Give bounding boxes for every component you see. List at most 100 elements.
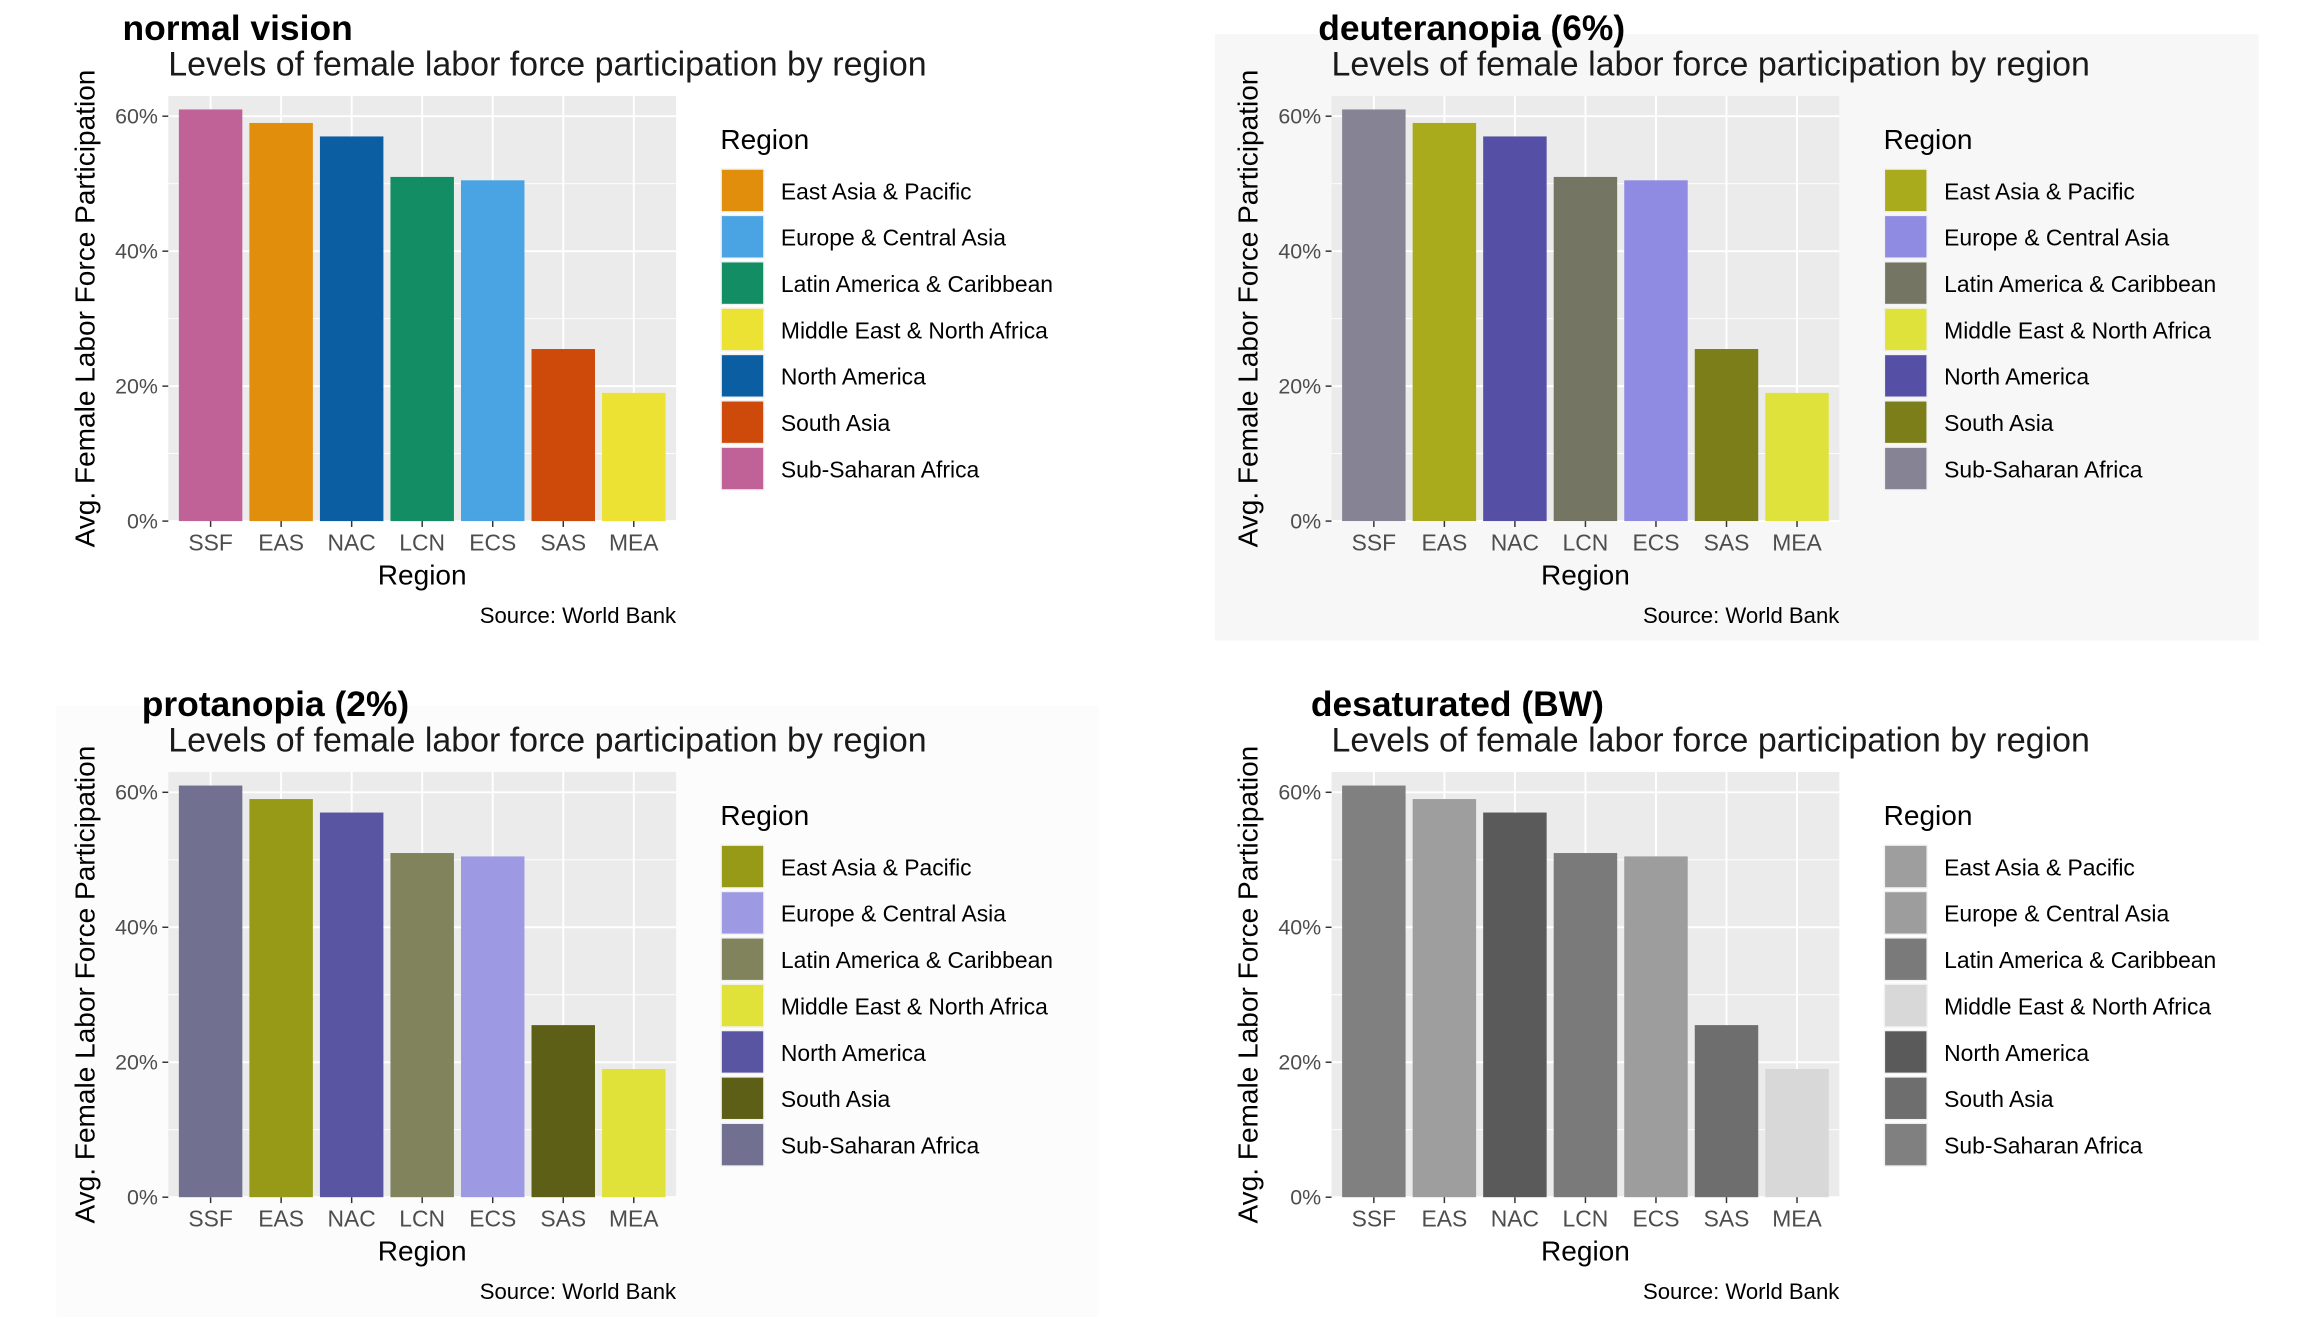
bar-sas: [1694, 1025, 1759, 1198]
bar-lcn: [390, 176, 454, 522]
x-tick-label: MEA: [1772, 1206, 1822, 1232]
bar-mea: [1765, 392, 1829, 522]
legend-label: Europe & Central Asia: [781, 901, 1006, 927]
bar-eas: [1412, 122, 1477, 522]
y-axis-title: Avg. Female Labor Force Participation: [69, 70, 100, 548]
legend-swatch: [1885, 447, 1927, 490]
legend-label: Sub-Saharan Africa: [1944, 1133, 2143, 1159]
chart-title: Levels of female labor force participati…: [168, 721, 926, 759]
x-tick-label: SSF: [188, 1206, 233, 1232]
x-tick-label: ECS: [1632, 530, 1679, 556]
bar-ecs: [460, 180, 525, 522]
y-tick-label: 40%: [1278, 916, 1321, 940]
caption: Source: World Bank: [1643, 603, 1840, 628]
x-tick-label: LCN: [399, 530, 445, 556]
y-tick-label: 0%: [127, 509, 158, 533]
legend-swatch: [721, 447, 764, 490]
x-tick-label: SSF: [188, 530, 233, 556]
legend-swatch: [1885, 984, 1927, 1027]
legend-swatch: [1885, 1031, 1927, 1073]
legend-swatch: [721, 262, 764, 304]
legend-label: Sub-Saharan Africa: [781, 1133, 980, 1159]
chart-title: Levels of female labor force participati…: [1332, 721, 2090, 759]
legend-label: Middle East & North Africa: [781, 993, 1048, 1019]
y-tick-label: 60%: [115, 105, 158, 129]
y-axis-title: Avg. Female Labor Force Participation: [69, 746, 100, 1224]
chart-panel: protanopia (2%)Levels of female labor fo…: [56, 684, 1099, 1317]
legend-label: East Asia & Pacific: [781, 854, 972, 880]
legend-label: East Asia & Pacific: [1944, 854, 2135, 880]
x-tick-label: SAS: [1704, 1206, 1750, 1232]
bar-ssf: [178, 109, 243, 522]
bar-ecs: [1624, 856, 1688, 1198]
bar-ssf: [178, 785, 243, 1198]
bar-lcn: [390, 853, 454, 1198]
x-tick-label: NAC: [328, 530, 376, 556]
legend-label: South Asia: [781, 410, 891, 436]
bar-nac: [1483, 136, 1547, 522]
bar-sas: [531, 349, 595, 522]
legend-swatch: [1885, 216, 1927, 258]
bar-nac: [1483, 812, 1547, 1198]
legend-swatch: [1885, 355, 1927, 397]
bar-sas: [1694, 349, 1759, 522]
legend-swatch: [1885, 845, 1927, 888]
legend-label: South Asia: [781, 1086, 891, 1112]
legend-swatch: [721, 984, 764, 1027]
bar-ssf: [1342, 109, 1406, 522]
x-tick-label: NAC: [328, 1206, 376, 1232]
legend-swatch: [1885, 401, 1927, 443]
y-tick-label: 20%: [1278, 1051, 1321, 1075]
x-tick-label: SAS: [1704, 530, 1750, 556]
x-axis-title: Region: [1541, 560, 1630, 591]
y-tick-label: 0%: [1290, 509, 1321, 533]
legend-title: Region: [1884, 800, 1973, 831]
x-tick-label: SSF: [1352, 1206, 1397, 1232]
legend-label: Europe & Central Asia: [1944, 225, 2169, 251]
x-axis-title: Region: [378, 560, 467, 591]
y-tick-label: 40%: [115, 916, 158, 940]
bar-nac: [319, 136, 384, 522]
legend-label: North America: [1944, 1040, 2089, 1066]
x-tick-label: MEA: [609, 530, 659, 556]
caption: Source: World Bank: [480, 603, 677, 628]
y-tick-label: 0%: [1290, 1186, 1321, 1210]
legend-swatch: [721, 845, 764, 888]
legend-swatch: [721, 1123, 764, 1166]
x-tick-label: LCN: [1563, 530, 1609, 556]
bar-sas: [531, 1025, 595, 1198]
x-tick-label: ECS: [469, 530, 516, 556]
x-axis-title: Region: [1541, 1236, 1630, 1267]
legend-label: North America: [1944, 364, 2089, 390]
bar-nac: [319, 812, 384, 1198]
legend-swatch: [721, 1031, 764, 1073]
x-axis-title: Region: [378, 1236, 467, 1267]
bar-mea: [602, 1068, 666, 1198]
y-axis-title: Avg. Female Labor Force Participation: [1233, 70, 1264, 548]
x-tick-label: EAS: [1421, 530, 1467, 556]
legend-swatch: [721, 938, 764, 980]
x-tick-label: SAS: [540, 530, 586, 556]
x-tick-label: SAS: [540, 1206, 586, 1232]
chart-panel: deuteranopia (6%)Levels of female labor …: [1214, 8, 2259, 641]
x-tick-label: MEA: [1772, 530, 1822, 556]
legend-label: Latin America & Caribbean: [781, 947, 1053, 973]
bar-eas: [1412, 799, 1477, 1198]
legend-swatch: [1885, 892, 1927, 934]
bar-lcn: [1553, 853, 1618, 1198]
y-tick-label: 60%: [115, 781, 158, 805]
x-tick-label: ECS: [1632, 1206, 1679, 1232]
legend-swatch: [1885, 169, 1927, 212]
legend-label: Europe & Central Asia: [1944, 901, 2169, 927]
y-tick-label: 60%: [1278, 781, 1321, 805]
bar-mea: [1765, 1068, 1829, 1198]
legend-swatch: [721, 401, 764, 443]
bar-eas: [249, 122, 313, 522]
panel-heading: normal vision: [123, 8, 353, 48]
legend-swatch: [1885, 938, 1927, 980]
y-tick-label: 40%: [115, 240, 158, 264]
legend-label: Middle East & North Africa: [1944, 993, 2211, 1019]
x-tick-label: EAS: [1421, 1206, 1467, 1232]
